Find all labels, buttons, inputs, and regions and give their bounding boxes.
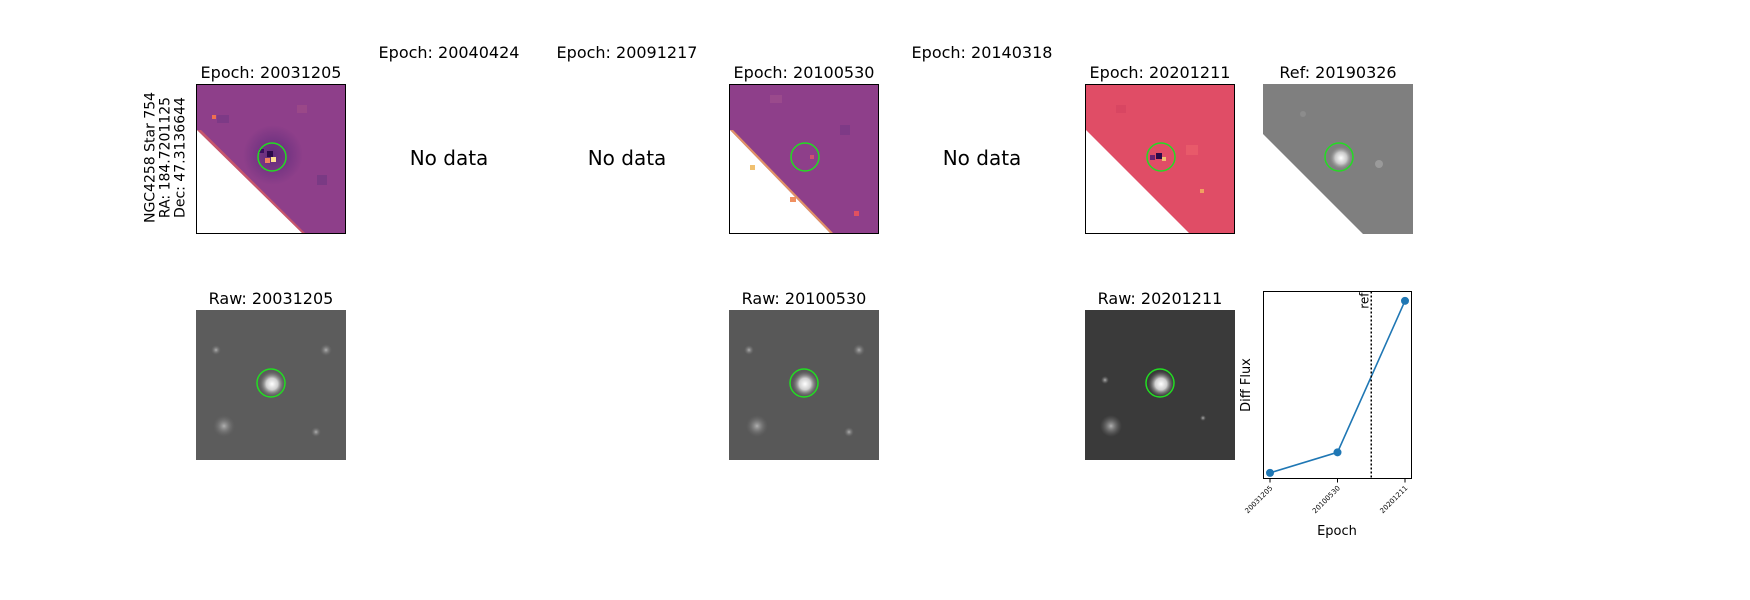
marker-circle [789,368,819,398]
no-data-text-3: No data [587,146,667,170]
marker-circle [790,142,820,172]
x-tick-label: 20031205 [1244,484,1275,515]
marker-circle [1146,142,1176,172]
row-label-dec: Dec: 47.3136644 [172,97,189,218]
ref-line-label: ref [1357,292,1371,309]
ref-title: Ref: 20190326 [1279,63,1397,82]
ref-image [1263,84,1413,234]
marker-circle [256,368,286,398]
diff-title-2: Epoch: 20040424 [378,43,520,62]
row-label-ra: RA: 184.7201125 [157,96,174,219]
diff-image-20100530 [729,84,879,234]
x-tick-label: 20201211 [1379,484,1410,515]
diff-title-6: Epoch: 20201211 [1089,63,1231,82]
marker-circle [1324,142,1354,172]
data-point [1266,468,1274,477]
raw-image-20100530 [729,310,879,460]
diff-title-1: Epoch: 20031205 [200,63,342,82]
diff-title-3: Epoch: 20091217 [556,43,698,62]
series-line [1269,300,1406,474]
data-point [1401,296,1409,305]
raw-title-3: Raw: 20201211 [1097,289,1223,308]
raw-title-1: Raw: 20031205 [208,289,334,308]
no-data-text-5: No data [942,146,1022,170]
data-point [1333,448,1342,457]
marker-circle [257,142,287,172]
row-label: NGC4258 Star 754 RA: 184.7201125 Dec: 47… [142,88,189,228]
row-label-star: NGC4258 Star 754 [142,91,159,224]
diff-title-5: Epoch: 20140318 [911,43,1053,62]
chart-xlabel: Epoch [1317,524,1357,539]
diff-image-20031205 [196,84,346,234]
light-curve-chart: 20031205 20100530 20201211 ref Diff Flux Ep… [1239,291,1412,539]
marker-circle [1145,368,1175,398]
raw-title-2: Raw: 20100530 [741,289,867,308]
diff-image-20201211 [1085,84,1235,234]
diff-title-4: Epoch: 20100530 [733,63,875,82]
no-data-text-2: No data [409,146,489,170]
raw-image-20201211 [1085,310,1235,460]
x-tick-label: 20100530 [1311,484,1342,515]
raw-image-20031205 [196,310,346,460]
chart-ylabel: Diff Flux [1239,358,1254,412]
